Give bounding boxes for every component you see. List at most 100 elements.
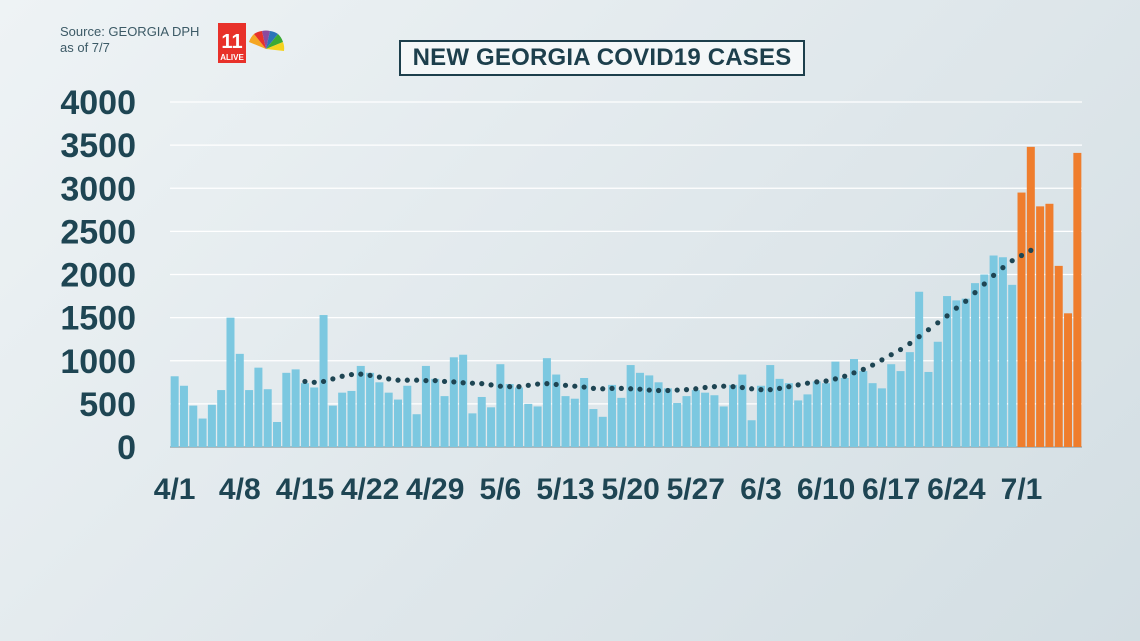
bar [710, 395, 719, 447]
bar [170, 376, 179, 447]
moving-average-point [581, 384, 587, 390]
bar [207, 404, 216, 447]
moving-average-point [395, 377, 401, 383]
bar-recent [1064, 313, 1073, 447]
x-tick-label: 6/3 [740, 473, 782, 506]
moving-average-point [302, 378, 308, 385]
moving-average-point [665, 387, 671, 394]
moving-average-point [925, 327, 932, 333]
bar [924, 371, 933, 447]
bar [403, 385, 412, 447]
moving-average-point [897, 346, 904, 353]
y-tick-label: 2500 [60, 213, 136, 251]
y-tick-label: 3500 [60, 127, 136, 165]
bar [822, 383, 831, 447]
bar [375, 382, 384, 447]
bar [459, 354, 468, 447]
x-tick-label: 5/20 [601, 473, 659, 506]
bar [589, 409, 598, 447]
bar-recent [1017, 192, 1026, 447]
bar [217, 390, 226, 447]
y-tick-label: 1500 [60, 300, 136, 338]
bar [487, 407, 496, 447]
bar [561, 396, 570, 447]
bar [431, 378, 440, 447]
bar [235, 353, 244, 447]
x-tick-label: 4/8 [219, 473, 261, 506]
moving-average-point [963, 298, 969, 304]
bar [449, 357, 458, 447]
bar [887, 364, 896, 447]
moving-average-point [488, 382, 494, 388]
bar-recent [1073, 152, 1082, 447]
logo-station-name: ALIVE [220, 53, 244, 62]
moving-average-point [1000, 265, 1006, 271]
moving-average-point [562, 382, 569, 388]
logo-number: 11 [221, 31, 242, 53]
y-tick-label: 500 [79, 386, 136, 424]
moving-average-point [1009, 258, 1015, 264]
bar [505, 384, 514, 447]
moving-average-point [479, 381, 485, 387]
bar [766, 365, 775, 447]
moving-average-point [525, 382, 531, 388]
moving-average-point [376, 374, 382, 380]
x-tick-label: 4/1 [154, 473, 196, 506]
moving-average-point [711, 384, 718, 390]
moving-average-point [944, 313, 950, 319]
moving-average-point [1028, 247, 1034, 253]
bar [729, 384, 738, 447]
bar [291, 369, 300, 448]
moving-average-point [907, 340, 913, 347]
moving-average-point [600, 386, 606, 392]
bar [179, 385, 188, 447]
bar [970, 283, 979, 448]
bar [691, 390, 700, 447]
bar [961, 298, 970, 447]
bar [366, 372, 375, 447]
bar [384, 392, 393, 447]
y-tick-label: 1000 [60, 343, 136, 381]
bar [989, 255, 998, 447]
station-logo: 11 ALIVE [218, 23, 285, 63]
bar [933, 341, 942, 447]
moving-average-point [655, 387, 662, 394]
bar [645, 375, 654, 447]
y-tick-label: 4000 [60, 84, 136, 122]
x-tick-label: 4/22 [341, 473, 399, 506]
bar [775, 378, 784, 447]
bar [635, 372, 644, 447]
bar [468, 413, 477, 447]
moving-average-point [414, 377, 420, 383]
bar [784, 383, 793, 447]
bar [905, 352, 914, 448]
bar [421, 365, 430, 447]
moving-average-point [683, 387, 690, 393]
moving-average-point [358, 371, 364, 377]
moving-average-point [339, 373, 345, 379]
bar [198, 418, 207, 447]
moving-average-point [990, 272, 997, 278]
moving-average-point [469, 380, 476, 386]
bar [859, 371, 868, 447]
bar [877, 388, 886, 447]
bar [263, 389, 272, 447]
moving-average-point [879, 357, 885, 363]
bar [580, 378, 589, 447]
moving-average-point [320, 378, 327, 385]
y-tick-label: 2000 [60, 257, 136, 295]
bar [226, 317, 235, 448]
moving-average-point [739, 384, 745, 391]
moving-average-point [981, 281, 987, 287]
moving-average-point [721, 383, 727, 389]
moving-average-point [804, 380, 811, 386]
bar [552, 374, 561, 447]
bar [803, 394, 812, 447]
moving-average-point [795, 382, 801, 388]
moving-average-point [432, 377, 438, 384]
x-tick-label: 5/27 [667, 473, 725, 506]
bar [440, 396, 449, 447]
moving-average-point [544, 381, 550, 387]
x-tick-label: 7/1 [1001, 473, 1043, 506]
moving-average-point [516, 384, 522, 390]
